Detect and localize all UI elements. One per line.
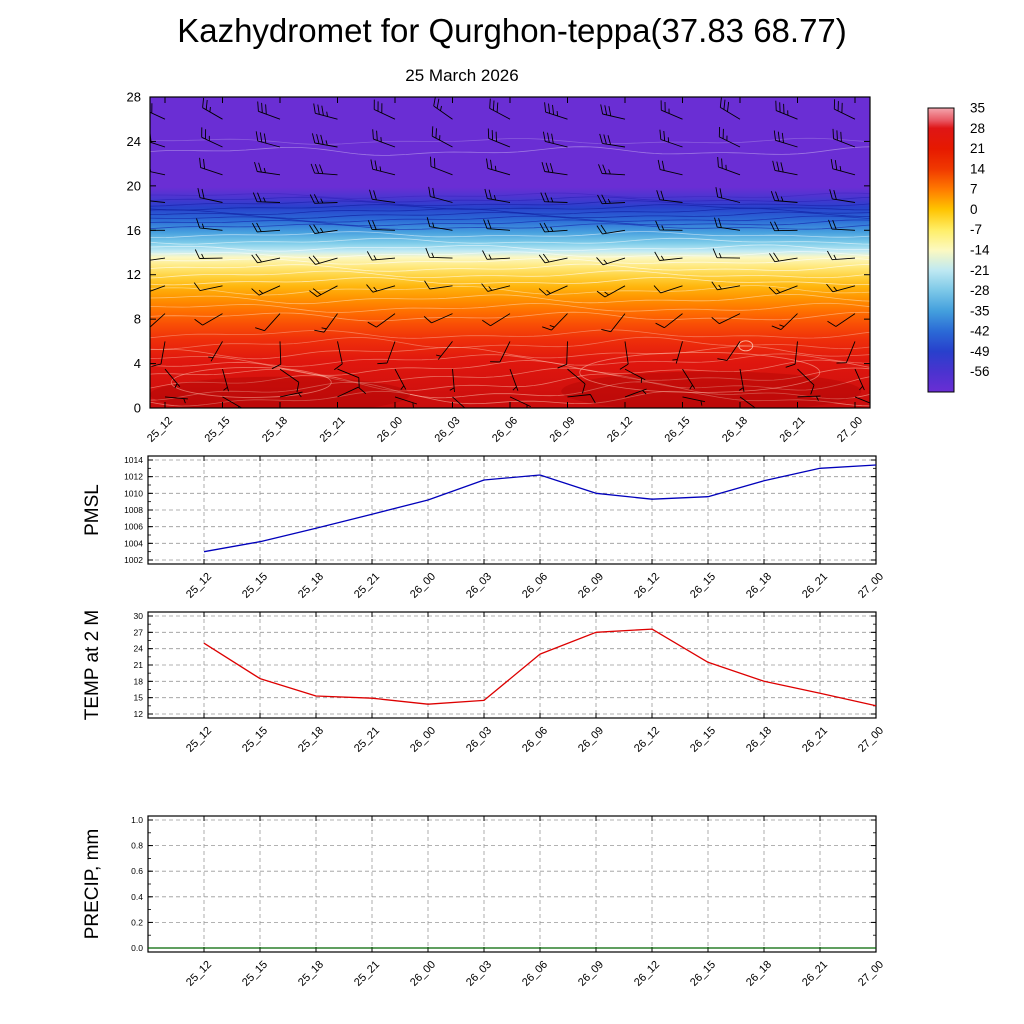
- svg-text:14: 14: [970, 161, 986, 176]
- svg-text:26_03: 26_03: [433, 415, 463, 445]
- svg-text:26_00: 26_00: [375, 415, 405, 445]
- svg-text:0.2: 0.2: [131, 917, 143, 927]
- svg-text:26_12: 26_12: [632, 725, 662, 755]
- svg-text:26_06: 26_06: [490, 415, 520, 445]
- svg-text:1002: 1002: [124, 555, 143, 565]
- svg-text:26_12: 26_12: [632, 959, 662, 989]
- svg-text:25_21: 25_21: [352, 571, 382, 601]
- svg-text:1012: 1012: [124, 472, 143, 482]
- svg-text:25_21: 25_21: [352, 725, 382, 755]
- svg-text:-7: -7: [970, 222, 982, 237]
- svg-text:24: 24: [134, 644, 144, 654]
- svg-text:21: 21: [970, 141, 985, 156]
- svg-text:-35: -35: [970, 303, 990, 318]
- svg-text:8: 8: [134, 312, 141, 327]
- svg-text:1006: 1006: [124, 522, 143, 532]
- svg-text:26_06: 26_06: [520, 959, 550, 989]
- svg-text:26_09: 26_09: [576, 571, 606, 601]
- svg-text:26_09: 26_09: [548, 415, 578, 445]
- svg-text:25_15: 25_15: [240, 571, 270, 601]
- svg-text:12: 12: [127, 267, 141, 282]
- svg-text:25_21: 25_21: [318, 415, 348, 445]
- svg-text:21: 21: [134, 660, 144, 670]
- svg-text:25_18: 25_18: [260, 415, 290, 445]
- svg-text:26_00: 26_00: [408, 571, 438, 601]
- svg-text:0.0: 0.0: [131, 943, 143, 953]
- svg-text:26_15: 26_15: [688, 959, 718, 989]
- svg-text:1010: 1010: [124, 488, 143, 498]
- svg-text:27: 27: [134, 627, 144, 637]
- svg-text:25_15: 25_15: [203, 415, 233, 445]
- page-title: Kazhydromet for Qurghon-teppa(37.83 68.7…: [177, 12, 847, 49]
- svg-text:28: 28: [127, 90, 141, 105]
- svg-text:27_00: 27_00: [835, 415, 865, 445]
- svg-text:26_21: 26_21: [800, 571, 830, 601]
- svg-text:26_06: 26_06: [520, 571, 550, 601]
- svg-text:18: 18: [134, 676, 144, 686]
- svg-text:1008: 1008: [124, 505, 143, 515]
- svg-text:25_12: 25_12: [184, 725, 214, 755]
- svg-text:26_15: 26_15: [663, 415, 693, 445]
- chart-date-subtitle: 25 March 2026: [405, 66, 519, 85]
- svg-text:0.6: 0.6: [131, 866, 143, 876]
- svg-text:-42: -42: [970, 324, 990, 339]
- svg-text:-56: -56: [970, 364, 990, 379]
- svg-text:26_15: 26_15: [688, 571, 718, 601]
- svg-text:16: 16: [127, 223, 141, 238]
- svg-text:26_00: 26_00: [408, 959, 438, 989]
- svg-text:26_03: 26_03: [464, 959, 494, 989]
- svg-text:27_00: 27_00: [856, 959, 886, 989]
- svg-text:26_18: 26_18: [744, 959, 774, 989]
- svg-text:26_00: 26_00: [408, 725, 438, 755]
- svg-text:26_06: 26_06: [520, 725, 550, 755]
- svg-text:25_18: 25_18: [296, 959, 326, 989]
- svg-text:26_03: 26_03: [464, 571, 494, 601]
- svg-text:26_18: 26_18: [744, 725, 774, 755]
- svg-text:25_12: 25_12: [184, 571, 214, 601]
- svg-text:26_18: 26_18: [720, 415, 750, 445]
- svg-text:26_12: 26_12: [605, 415, 635, 445]
- svg-text:27_00: 27_00: [856, 725, 886, 755]
- svg-text:25_12: 25_12: [184, 959, 214, 989]
- svg-text:26_21: 26_21: [778, 415, 808, 445]
- svg-text:0: 0: [134, 401, 141, 416]
- svg-text:30: 30: [134, 611, 144, 621]
- svg-text:26_21: 26_21: [800, 725, 830, 755]
- svg-text:0.8: 0.8: [131, 841, 143, 851]
- svg-text:-21: -21: [970, 263, 990, 278]
- svg-text:26_09: 26_09: [576, 725, 606, 755]
- svg-text:12: 12: [134, 709, 144, 719]
- svg-text:26_09: 26_09: [576, 959, 606, 989]
- svg-text:-14: -14: [970, 243, 990, 258]
- svg-text:26_03: 26_03: [464, 725, 494, 755]
- svg-text:0: 0: [970, 202, 978, 217]
- svg-text:1.0: 1.0: [131, 815, 143, 825]
- svg-text:0.4: 0.4: [131, 892, 143, 902]
- svg-text:25_18: 25_18: [296, 571, 326, 601]
- svg-text:35: 35: [970, 101, 985, 116]
- svg-text:26_21: 26_21: [800, 959, 830, 989]
- svg-text:28: 28: [970, 121, 985, 136]
- svg-text:25_15: 25_15: [240, 725, 270, 755]
- svg-text:26_12: 26_12: [632, 571, 662, 601]
- svg-text:26_18: 26_18: [744, 571, 774, 601]
- svg-text:4: 4: [134, 356, 141, 371]
- svg-text:25_15: 25_15: [240, 959, 270, 989]
- svg-text:1014: 1014: [124, 455, 143, 465]
- svg-text:26_15: 26_15: [688, 725, 718, 755]
- svg-text:1004: 1004: [124, 538, 143, 548]
- svg-text:25_18: 25_18: [296, 725, 326, 755]
- svg-text:7: 7: [970, 182, 978, 197]
- svg-text:15: 15: [134, 693, 144, 703]
- svg-text:-28: -28: [970, 283, 990, 298]
- svg-text:25_21: 25_21: [352, 959, 382, 989]
- svg-text:24: 24: [127, 134, 141, 149]
- svg-text:20: 20: [127, 178, 141, 193]
- svg-text:25_12: 25_12: [145, 415, 175, 445]
- svg-text:27_00: 27_00: [856, 571, 886, 601]
- svg-text:-49: -49: [970, 344, 990, 359]
